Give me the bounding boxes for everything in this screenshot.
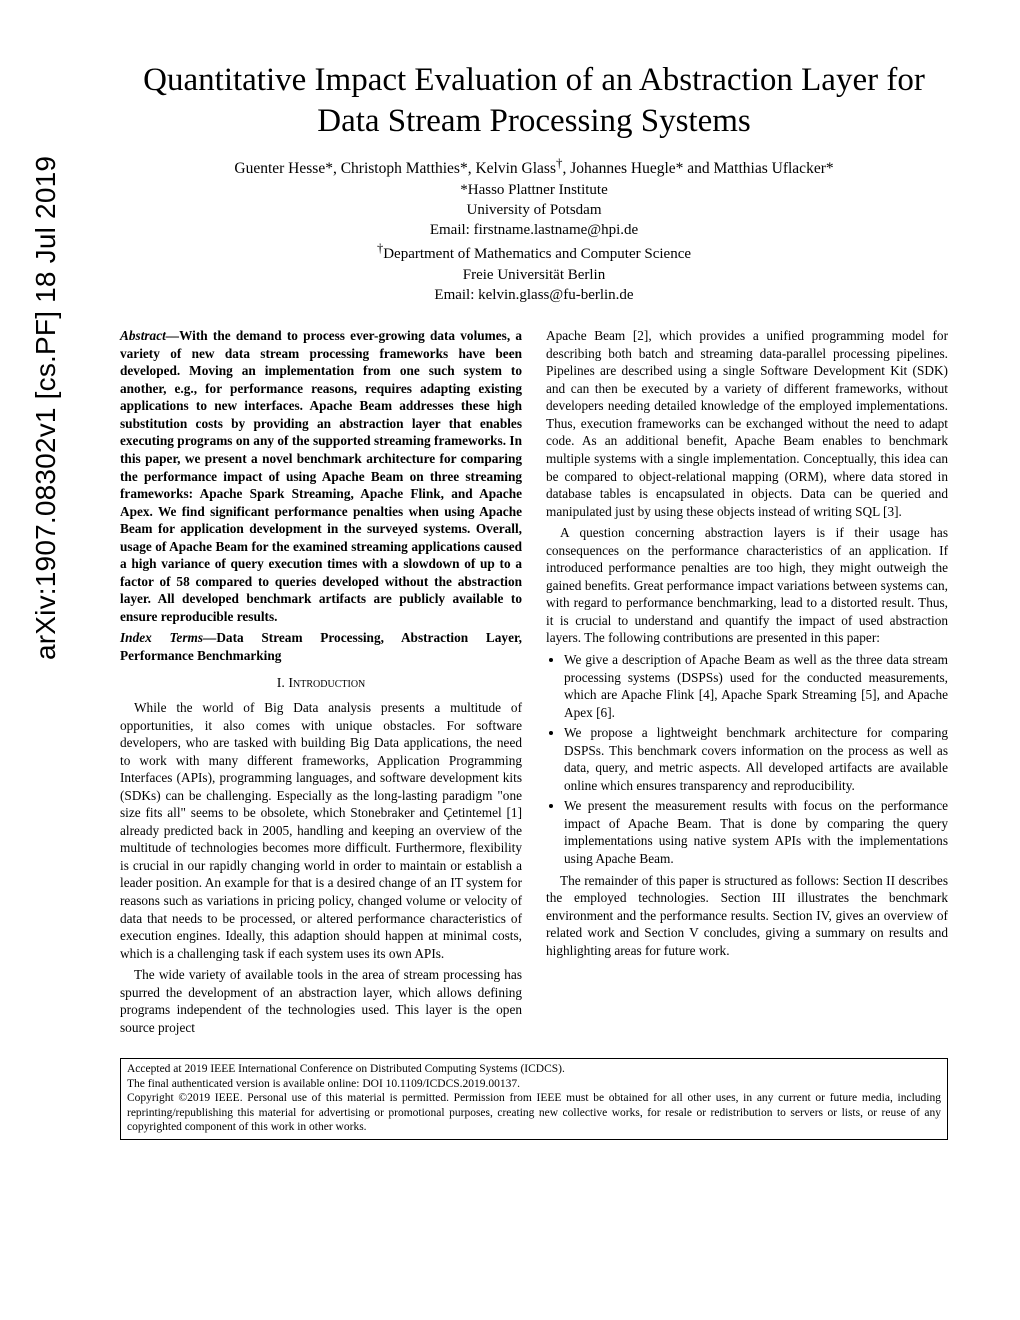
footer-line-1: Accepted at 2019 IEEE International Conf…	[127, 1062, 941, 1076]
paper-title: Quantitative Impact Evaluation of an Abs…	[120, 60, 948, 143]
list-item: We present the measurement results with …	[564, 797, 948, 867]
list-item: We propose a lightweight benchmark archi…	[564, 724, 948, 794]
intro-paragraph-2: The wide variety of available tools in t…	[120, 966, 522, 1036]
footer-line-3: Copyright ©2019 IEEE. Personal use of th…	[127, 1091, 941, 1134]
affil-line: Email: firstname.lastname@hpi.de	[120, 220, 948, 240]
two-column-body: Abstract—With the demand to process ever…	[120, 327, 948, 1040]
right-paragraph-1: Apache Beam [2], which provides a unifie…	[546, 327, 948, 520]
author-line: Guenter Hesse*, Christoph Matthies*, Kel…	[120, 155, 948, 178]
list-item: We give a description of Apache Beam as …	[564, 651, 948, 721]
affil-line: *Hasso Plattner Institute	[120, 180, 948, 200]
section-heading-introduction: I. Introduction	[120, 675, 522, 693]
affil-line: Email: kelvin.glass@fu-berlin.de	[120, 285, 948, 305]
affil-line: University of Potsdam	[120, 200, 948, 220]
right-paragraph-3: The remainder of this paper is structure…	[546, 872, 948, 960]
arxiv-stamp: arXiv:1907.08302v1 [cs.PF] 18 Jul 2019	[30, 156, 62, 660]
left-column: Abstract—With the demand to process ever…	[120, 327, 522, 1040]
index-terms-label: Index Terms—	[120, 630, 216, 645]
affil-line: †Department of Mathematics and Computer …	[120, 240, 948, 264]
abstract-paragraph: Abstract—With the demand to process ever…	[120, 327, 522, 625]
contributions-list: We give a description of Apache Beam as …	[564, 651, 948, 868]
copyright-footer: Accepted at 2019 IEEE International Conf…	[120, 1058, 948, 1140]
affil-line: Freie Universität Berlin	[120, 265, 948, 285]
intro-paragraph-1: While the world of Big Data analysis pre…	[120, 699, 522, 962]
right-column: Apache Beam [2], which provides a unifie…	[546, 327, 948, 1040]
index-terms-paragraph: Index Terms—Data Stream Processing, Abst…	[120, 629, 522, 664]
abstract-label: Abstract—	[120, 328, 179, 343]
right-paragraph-2: A question concerning abstraction layers…	[546, 524, 948, 647]
affiliations: *Hasso Plattner Institute University of …	[120, 180, 948, 306]
footer-line-2: The final authenticated version is avail…	[127, 1077, 941, 1091]
affil-text: Department of Mathematics and Computer S…	[383, 246, 691, 262]
abstract-text: With the demand to process ever-growing …	[120, 328, 522, 624]
page: arXiv:1907.08302v1 [cs.PF] 18 Jul 2019 Q…	[0, 0, 1020, 1320]
